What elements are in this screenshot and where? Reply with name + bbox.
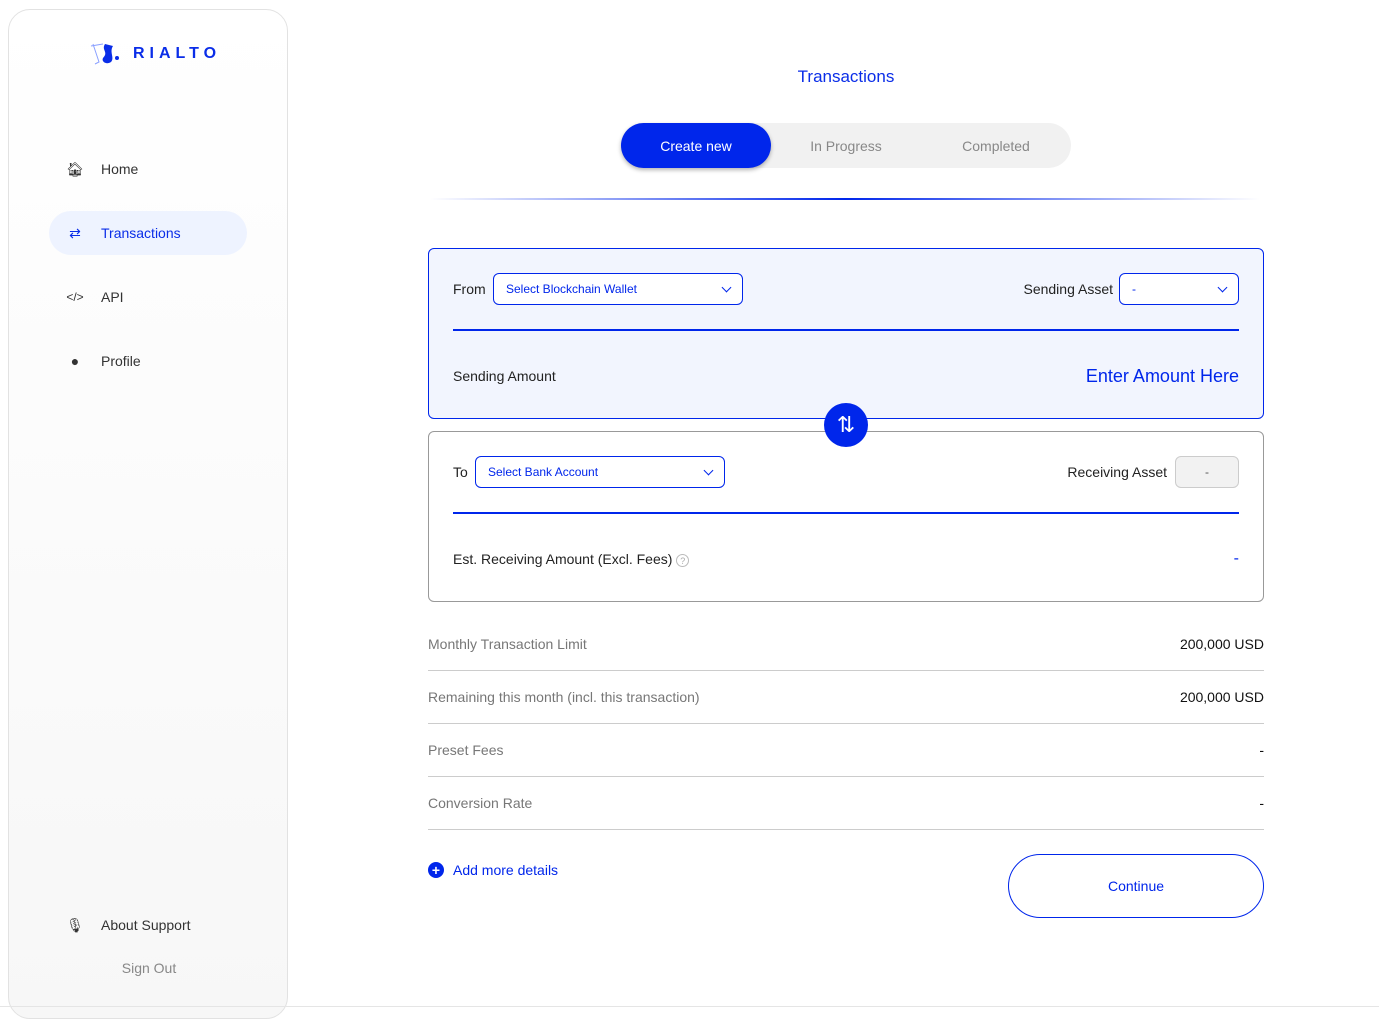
receiving-asset-field: - (1175, 456, 1239, 488)
sidebar-item-label: Transactions (101, 225, 181, 241)
rialto-logo-icon (90, 43, 119, 65)
receiving-amount-value: - (1233, 550, 1239, 567)
sending-asset-label: Sending Asset (1023, 281, 1113, 297)
sidebar-item-api[interactable]: </> API (49, 275, 247, 319)
swap-vertical-icon: ⇅ (836, 412, 856, 437)
chevron-down-icon (1217, 282, 1228, 292)
code-icon: </> (66, 290, 84, 304)
summary-value: - (1259, 795, 1264, 811)
sidebar-item-home[interactable]: 🏠︎ Home (49, 147, 247, 191)
sending-asset-select[interactable]: - (1119, 273, 1239, 305)
summary-value: 200,000 USD (1179, 689, 1264, 705)
bank-account-select[interactable]: Select Bank Account (475, 456, 725, 488)
divider (0, 1006, 1379, 1007)
from-label: From (453, 281, 486, 297)
divider (453, 512, 1239, 514)
receiving-asset-label: Receiving Asset (1067, 464, 1167, 480)
tab-completed[interactable]: Completed (962, 137, 1030, 154)
sidebar: RIALTO 🏠︎ Home ⇄ Transactions </> API ● Prof… (8, 9, 288, 1019)
blockchain-wallet-select[interactable]: Select Blockchain Wallet (493, 273, 743, 305)
continue-button[interactable]: Continue (1008, 854, 1264, 918)
logo[interactable]: RIALTO (89, 42, 221, 66)
summary-row: Remaining this month (incl. this transac… (428, 671, 1264, 724)
tab-in-progress[interactable]: In Progress (810, 137, 882, 154)
user-icon: ● (70, 353, 80, 369)
summary-label: Remaining this month (incl. this transac… (428, 689, 700, 705)
swap-direction-button[interactable]: ⇅ (824, 403, 868, 447)
select-value: Select Bank Account (488, 465, 599, 479)
sidebar-item-label: Profile (101, 353, 141, 369)
select-value: - (1132, 282, 1136, 296)
sidebar-item-profile[interactable]: ● Profile (49, 339, 247, 383)
summary-label: Preset Fees (428, 742, 504, 758)
add-details-label: Add more details (453, 862, 559, 878)
sidebar-item-about-support[interactable]: 🎙︎ About Support (49, 903, 247, 947)
plus-circle-icon: + (428, 862, 444, 878)
sidebar-item-transactions[interactable]: ⇄ Transactions (49, 211, 247, 255)
divider (453, 329, 1239, 331)
tab-bar: Create new In Progress Completed (621, 123, 1071, 168)
brand-name: RIALTO (133, 45, 222, 62)
sidebar-item-label: API (101, 289, 124, 305)
sign-out-link[interactable]: Sign Out (121, 960, 177, 976)
swap-arrows-icon: ⇄ (69, 224, 81, 241)
tab-create-new[interactable]: Create new (621, 123, 771, 168)
summary-row: Preset Fees - (428, 724, 1264, 777)
summary-value: - (1259, 742, 1264, 758)
summary-label: Conversion Rate (428, 795, 533, 811)
receiving-amount-text: Est. Receiving Amount (Excl. Fees) (453, 551, 673, 567)
summary-label: Monthly Transaction Limit (428, 636, 587, 652)
from-panel: From Select Blockchain Wallet Sending As… (428, 248, 1264, 419)
chevron-down-icon (703, 465, 714, 475)
sidebar-item-label: Home (101, 161, 139, 177)
select-value: Select Blockchain Wallet (506, 282, 637, 296)
to-panel: To Select Bank Account Receiving Asset -… (428, 431, 1264, 602)
microphone-icon: 🎙︎ (66, 916, 84, 933)
summary-value: 200,000 USD (1179, 636, 1264, 652)
receiving-amount-label: Est. Receiving Amount (Excl. Fees) ? (453, 551, 690, 567)
summary-row: Monthly Transaction Limit 200,000 USD (428, 618, 1264, 671)
page-title: Transactions (797, 67, 895, 86)
divider (430, 198, 1260, 200)
sending-amount-label: Sending Amount (453, 368, 556, 384)
to-label: To (453, 464, 468, 480)
home-icon: 🏠︎ (66, 160, 84, 177)
help-icon[interactable]: ? (676, 554, 690, 567)
add-more-details-link[interactable]: + Add more details (428, 862, 558, 878)
sidebar-item-label: About Support (101, 917, 191, 933)
summary-row: Conversion Rate - (428, 777, 1264, 830)
chevron-down-icon (721, 282, 732, 292)
sending-amount-input[interactable]: Enter Amount Here (1085, 366, 1239, 386)
